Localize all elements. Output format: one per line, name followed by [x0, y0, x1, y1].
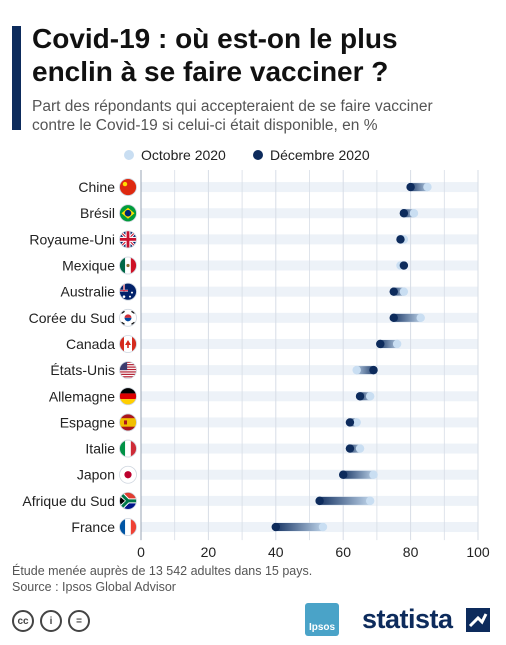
flag-es-icon — [119, 413, 137, 432]
point-october-9 — [352, 418, 361, 427]
dumbbell-bar-11 — [339, 470, 378, 479]
category-label-3: Mexique — [62, 258, 115, 274]
chart-subtitle: Part des répondants qui accepteraient de… — [32, 97, 502, 135]
category-label-0: Chine — [78, 179, 115, 195]
flag-mx-icon — [119, 256, 137, 275]
point-october-6 — [392, 339, 402, 349]
point-december-1 — [399, 209, 409, 218]
category-label-10: Italie — [85, 441, 115, 457]
license-icons: cc i = — [12, 610, 90, 632]
point-october-13 — [318, 522, 328, 532]
no-derivatives-icon[interactable]: = — [68, 610, 90, 632]
category-label-5: Corée du Sud — [29, 310, 115, 326]
dumbbell-bar-12 — [315, 496, 375, 505]
point-october-11 — [369, 470, 378, 479]
category-label-2: Royaume-Uni — [29, 231, 115, 247]
attribution-icon[interactable]: i — [40, 610, 62, 632]
cc-icon[interactable]: cc — [12, 610, 34, 632]
point-october-1 — [409, 209, 419, 218]
statista-logo[interactable]: statista — [362, 604, 453, 634]
category-label-4: Australie — [61, 284, 116, 300]
x-tick-label-20: 20 — [201, 544, 217, 560]
point-october-0 — [423, 182, 432, 192]
flag-br-icon — [119, 204, 137, 223]
legend-label-october: Octobre 2020 — [141, 147, 226, 163]
point-december-9 — [345, 418, 355, 427]
statista-logo-mark — [466, 608, 490, 632]
point-december-7 — [369, 365, 378, 375]
flag-kr-icon — [119, 308, 137, 327]
legend-dot-december — [253, 150, 263, 160]
chart-title-line-1: Covid-19 : où est-on le plus — [32, 23, 398, 54]
point-october-5 — [416, 313, 425, 323]
point-december-13 — [271, 522, 280, 532]
chart-plot: 0 20 40 60 80 100 Chine Brésil Royaume-Uni Mexiqu… — [22, 170, 490, 560]
point-december-6 — [376, 339, 385, 349]
chart-title: Covid-19 : où est-on le plus enclin à se… — [32, 22, 502, 88]
flag-gb-icon — [119, 230, 137, 249]
point-december-12 — [315, 496, 324, 506]
category-label-12: Afrique du Sud — [22, 493, 115, 509]
point-december-5 — [389, 313, 398, 323]
x-tick-label-40: 40 — [268, 544, 284, 560]
point-october-7 — [352, 365, 361, 375]
x-tick-label-80: 80 — [403, 544, 419, 560]
dumbbell-bar-5 — [389, 313, 425, 322]
point-october-4 — [399, 287, 409, 296]
flag-fr-icon — [119, 518, 137, 536]
chart-subtitle-line-1: Part des répondants qui accepteraient de… — [32, 98, 433, 115]
point-december-8 — [355, 392, 365, 401]
point-october-8 — [365, 392, 375, 401]
point-december-3 — [399, 261, 409, 270]
flag-za-icon — [119, 491, 137, 510]
flag-cn-icon — [119, 178, 137, 196]
point-december-4 — [389, 287, 398, 296]
point-december-11 — [339, 470, 348, 479]
legend-label-december: Décembre 2020 — [270, 147, 370, 163]
category-label-7: États-Unis — [50, 362, 115, 378]
dumbbell-bar-13 — [271, 523, 327, 532]
category-label-6: Canada — [66, 336, 115, 352]
category-label-9: Espagne — [60, 414, 115, 430]
legend-dot-october — [124, 150, 134, 160]
category-label-1: Brésil — [80, 205, 115, 221]
footnote-source: Source : Ipsos Global Advisor — [12, 580, 176, 594]
flag-au-icon — [119, 282, 137, 301]
accent-bar — [12, 26, 21, 130]
x-tick-label-100: 100 — [466, 544, 490, 560]
flag-it-icon — [119, 439, 137, 458]
chart-subtitle-line-2: contre le Covid-19 si celui-ci était dis… — [32, 117, 378, 134]
chart-title-line-2: enclin à se faire vacciner ? — [32, 56, 389, 87]
flag-de-icon — [119, 387, 137, 406]
category-label-13: France — [71, 519, 115, 535]
point-october-10 — [355, 444, 365, 453]
point-october-12 — [365, 496, 375, 506]
point-december-0 — [406, 182, 415, 192]
category-label-8: Allemagne — [49, 388, 115, 404]
x-tick-label-60: 60 — [335, 544, 351, 560]
flag-jp-icon — [119, 465, 137, 484]
footnote-note: Étude menée auprès de 13 542 adultes dan… — [12, 564, 313, 578]
category-label-11: Japon — [77, 467, 115, 483]
legend-item-october: Octobre 2020 — [124, 147, 226, 163]
flag-us-icon — [119, 361, 137, 380]
flag-ca-icon — [119, 335, 137, 353]
ipsos-logo[interactable]: Ipsos — [305, 603, 339, 636]
point-december-10 — [345, 444, 355, 453]
chart-legend: Octobre 2020 Décembre 2020 — [0, 147, 506, 165]
x-tick-label-0: 0 — [137, 544, 145, 560]
footnote: Étude menée auprès de 13 542 adultes dan… — [12, 563, 312, 595]
legend-item-december: Décembre 2020 — [253, 147, 370, 163]
point-december-2 — [396, 235, 405, 244]
